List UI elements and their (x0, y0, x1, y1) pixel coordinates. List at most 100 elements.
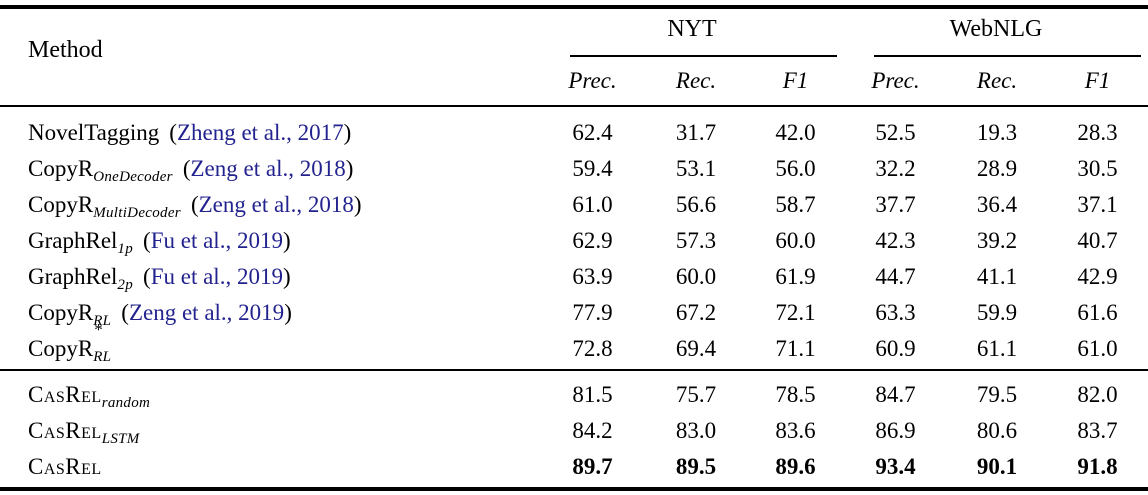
webnlg-cmidrule (874, 55, 1141, 57)
method-name: CasRel (28, 418, 102, 443)
table-row: CasRel random 81.5 75.7 78.5 84.7 79.5 82.0 (0, 377, 1148, 413)
group-header-row: NYT WebNLG (0, 9, 1148, 57)
table-row: CasRel 89.7 89.5 89.6 93.4 90.1 91.8 (0, 449, 1148, 485)
method-cell: CasRel random (0, 382, 540, 411)
citation-link[interactable]: (Zeng et al., 2018) (183, 156, 354, 181)
nyt-cmidrule (570, 55, 837, 57)
table-row: GraphRel 1p (Fu et al., 2019) 62.9 57.3 60.0… (0, 223, 1148, 259)
citation-open-paren: ( (169, 120, 177, 145)
value-cell: 61.1 (976, 336, 1018, 361)
method-subscript: MultiDecoder (93, 205, 181, 221)
value-cell: 90.1 (976, 454, 1018, 479)
value-cell: 83.6 (775, 418, 816, 443)
value-cell: 19.3 (976, 120, 1018, 145)
citation-link[interactable]: (Zheng et al., 2017) (169, 120, 351, 145)
citation-text: Zeng et al., 2018 (190, 156, 346, 181)
citation-open-paren: ( (182, 156, 191, 181)
citation-close-paren: ) (343, 120, 352, 145)
method-subscript: 2p (117, 277, 134, 293)
citation-link[interactable]: (Fu et al., 2019) (143, 264, 291, 289)
metric-header-webnlg-prec: Prec. (871, 68, 920, 93)
method-cell: CopyR MultiDecoder (Zeng et al., 2018) (0, 192, 540, 221)
citation-close-paren: ) (282, 264, 291, 289)
method-superscript: * (94, 320, 103, 339)
method-cell: NovelTagging (Zheng et al., 2017) (0, 120, 540, 146)
method-script: LSTM (102, 418, 140, 447)
method-cell: CopyR * RL (0, 320, 540, 365)
citation-link[interactable]: (Zeng et al., 2018) (191, 192, 362, 217)
citation-text: Zheng et al., 2017 (176, 120, 344, 145)
method-name: GraphRel (28, 228, 118, 253)
value-cell: 91.8 (1077, 454, 1118, 479)
value-cell: 37.1 (1077, 192, 1118, 217)
method-cell: CopyR RL (Zeng et al., 2019) (0, 300, 540, 329)
value-cell: 42.0 (775, 120, 816, 145)
method-script: 2p (117, 264, 133, 293)
metric-header-nyt-rec: Rec. (675, 68, 717, 93)
value-cell: 56.0 (775, 156, 816, 181)
casrel-section: CasRel random 81.5 75.7 78.5 84.7 79.5 82.0 Ca… (0, 371, 1148, 487)
method-name: CasRel (28, 382, 102, 407)
nyt-group-label: NYT (667, 16, 717, 42)
method-cell: GraphRel 2p (Fu et al., 2019) (0, 264, 540, 293)
value-cell: 59.9 (976, 300, 1018, 325)
value-cell: 75.7 (675, 382, 717, 407)
method-script: MultiDecoder (93, 192, 181, 221)
value-cell: 89.7 (572, 454, 613, 479)
webnlg-group-label: WebNLG (949, 16, 1043, 42)
method-script: OneDecoder (93, 156, 173, 185)
method-name: NovelTagging (28, 120, 160, 145)
metric-header-nyt-prec: Prec. (568, 68, 617, 93)
metric-header-nyt-f1: F1 (782, 68, 809, 93)
value-cell: 39.2 (976, 228, 1018, 253)
table-row: NovelTagging (Zheng et al., 2017) 62.4 31.… (0, 115, 1148, 151)
method-cell: CasRel (0, 454, 540, 480)
method-script: * RL (93, 320, 111, 365)
method-subscript: LSTM (101, 431, 140, 447)
table-row: GraphRel 2p (Fu et al., 2019) 63.9 60.0 61.9… (0, 259, 1148, 295)
citation-text: Zeng et al., 2018 (198, 192, 354, 217)
value-cell: 63.9 (572, 264, 613, 289)
value-cell: 93.4 (875, 454, 916, 479)
citation-close-paren: ) (345, 156, 354, 181)
citation-link[interactable]: (Zeng et al., 2019) (121, 300, 292, 325)
value-cell: 60.0 (675, 264, 717, 289)
value-cell: 30.5 (1077, 156, 1118, 181)
citation-close-paren: ) (282, 228, 291, 253)
table-row: CopyR * RL 72.8 69.4 71.1 60.9 61.1 61.0 (0, 320, 1148, 367)
value-cell: 42.9 (1077, 264, 1118, 289)
value-cell: 62.4 (572, 120, 613, 145)
table-row: CopyR RL (Zeng et al., 2019) 77.9 67.2 72.1 6… (0, 295, 1148, 331)
table-row: CasRel LSTM 84.2 83.0 83.6 86.9 80.6 83.7 (0, 413, 1148, 449)
citation-close-paren: ) (353, 192, 362, 217)
value-cell: 56.6 (675, 192, 717, 217)
header-rule (0, 105, 1148, 107)
table-header: Method NYT WebNLG Prec. Rec. F1 Prec. Re… (0, 9, 1148, 105)
method-cell: CopyR OneDecoder (Zeng et al., 2018) (0, 156, 540, 185)
value-cell: 40.7 (1077, 228, 1118, 253)
value-cell: 72.8 (572, 336, 613, 361)
method-cell: CasRel LSTM (0, 418, 540, 447)
metric-header-webnlg-rec: Rec. (976, 68, 1018, 93)
value-cell: 89.5 (675, 454, 717, 479)
value-cell: 44.7 (875, 264, 916, 289)
value-cell: 61.9 (775, 264, 816, 289)
citation-link[interactable]: (Fu et al., 2019) (143, 228, 291, 253)
value-cell: 89.6 (775, 454, 816, 479)
method-subscript: RL (93, 313, 112, 329)
value-cell: 61.0 (1077, 336, 1118, 361)
value-cell: 67.2 (675, 300, 717, 325)
value-cell: 52.5 (875, 120, 916, 145)
method-name: CopyR (28, 156, 94, 181)
value-cell: 60.0 (775, 228, 816, 253)
method-name: CopyR (28, 300, 94, 325)
method-script: random (102, 382, 150, 411)
value-cell: 69.4 (675, 336, 717, 361)
method-column-header: Method (28, 37, 103, 63)
method-name: CopyR (28, 192, 94, 217)
method-subscript: random (101, 395, 151, 411)
value-cell: 84.7 (875, 382, 916, 407)
method-cell: GraphRel 1p (Fu et al., 2019) (0, 228, 540, 257)
value-cell: 37.7 (875, 192, 916, 217)
top-rule (0, 5, 1148, 9)
